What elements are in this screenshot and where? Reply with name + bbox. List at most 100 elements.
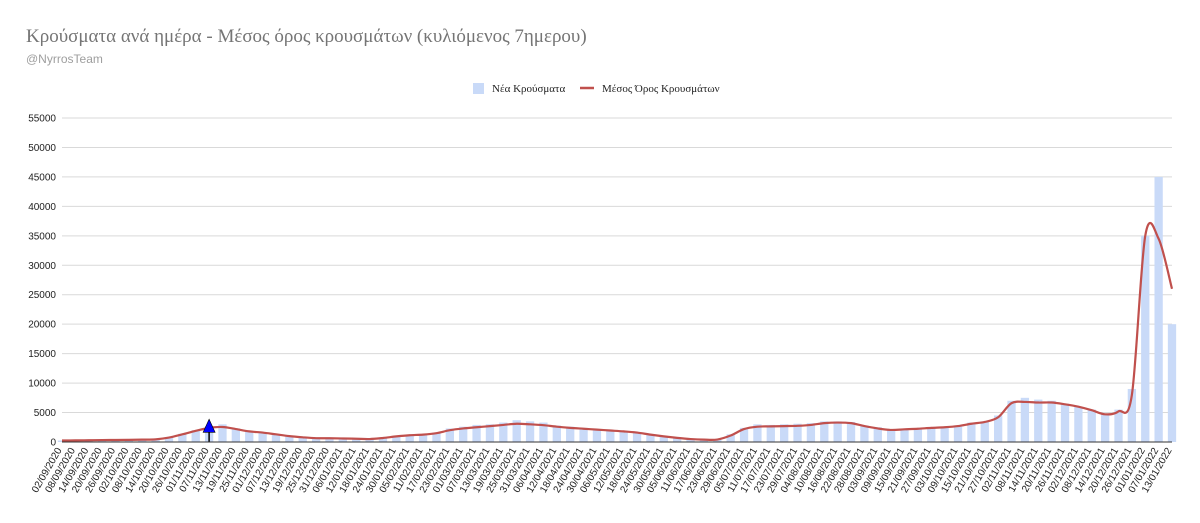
bar — [873, 427, 882, 442]
y-tick-label: 15000 — [28, 349, 56, 360]
marker-annotation — [202, 418, 216, 442]
bar — [178, 433, 187, 442]
bar — [1047, 400, 1056, 442]
bar — [793, 423, 802, 442]
bar — [579, 427, 588, 442]
bar — [378, 437, 388, 442]
y-tick-label: 50000 — [28, 143, 56, 154]
y-tick-label: 0 — [50, 438, 56, 449]
bar — [325, 438, 334, 442]
bar — [231, 428, 241, 442]
bar — [1060, 403, 1070, 442]
bar — [164, 437, 174, 442]
bar — [673, 437, 682, 442]
bar — [619, 430, 628, 442]
bar — [806, 423, 816, 442]
marker-triangle — [202, 418, 216, 433]
legend-swatch-bars — [473, 83, 484, 94]
bar — [1127, 388, 1137, 442]
bar — [887, 429, 896, 442]
y-tick-label: 30000 — [28, 261, 56, 272]
bar — [512, 420, 521, 442]
bar — [525, 421, 535, 442]
bar — [713, 439, 722, 442]
bar — [766, 424, 775, 442]
bar — [900, 429, 909, 442]
y-tick-label: 45000 — [28, 172, 56, 183]
y-tick-label: 10000 — [28, 379, 56, 390]
bar — [1154, 176, 1163, 442]
chart-title: Κρούσματα ανά ημέρα - Μέσος όρος κρουσμά… — [26, 26, 587, 47]
bar — [392, 436, 401, 442]
bar — [338, 438, 347, 442]
bar — [1087, 409, 1096, 442]
legend-label-line: Μέσος Όρος Κρουσμάτων — [602, 83, 720, 95]
bar — [699, 439, 709, 442]
average-line — [61, 221, 1174, 442]
bar — [258, 433, 267, 442]
bar — [592, 429, 602, 442]
bar — [659, 436, 668, 442]
bar — [138, 439, 147, 442]
bar — [1114, 409, 1123, 442]
bar — [432, 432, 441, 442]
bar — [846, 421, 856, 442]
y-axis-ticks: 0 5000 10000 15000 20000 25000 30000 35000 40000… — [28, 114, 56, 449]
y-tick-label: 20000 — [28, 320, 56, 331]
bar — [753, 424, 762, 442]
bar — [913, 428, 923, 442]
bar — [459, 426, 468, 442]
bar — [993, 415, 1003, 442]
bar — [499, 422, 508, 442]
bar — [405, 434, 414, 442]
x-axis-ticks: 02/09/202008/09/202014/09/202020/09/2020… — [30, 446, 1175, 495]
bar — [739, 427, 749, 442]
legend: Νέα Κρούσματα Μέσος Όρος Κρουσμάτων — [473, 83, 720, 95]
bar — [606, 430, 615, 442]
bar — [285, 436, 294, 442]
bar — [953, 425, 963, 442]
bar — [311, 438, 321, 442]
bar — [485, 424, 495, 442]
bar — [57, 440, 67, 442]
bar — [1167, 324, 1177, 442]
bar — [151, 439, 160, 442]
bar — [860, 425, 869, 442]
bar — [418, 434, 428, 442]
y-tick-label: 40000 — [28, 202, 56, 213]
bar — [940, 427, 949, 442]
bar — [780, 424, 789, 442]
bar — [632, 431, 642, 442]
bar — [833, 421, 842, 442]
bar — [686, 439, 695, 442]
bar — [1034, 399, 1043, 442]
bar — [1141, 235, 1150, 442]
bar — [927, 427, 936, 442]
bar — [218, 424, 227, 442]
y-tick-label: 25000 — [28, 290, 56, 301]
bar-series — [57, 176, 1177, 442]
bar — [1007, 400, 1016, 442]
bar — [191, 430, 200, 442]
bar — [1100, 414, 1110, 442]
y-tick-label: 55000 — [28, 114, 56, 125]
chart-grid — [62, 117, 1172, 443]
bar — [552, 425, 561, 442]
bar — [472, 424, 481, 442]
bar — [1020, 397, 1030, 442]
bar — [967, 422, 976, 442]
chart-subtitle: @NyrrosTeam — [26, 52, 103, 66]
bar — [245, 431, 254, 442]
bar — [726, 434, 735, 442]
legend-label-bars: Νέα Κρούσματα — [492, 83, 565, 95]
y-tick-label: 5000 — [34, 408, 57, 419]
bar — [1074, 406, 1083, 442]
bar — [365, 439, 374, 442]
bar — [539, 422, 548, 442]
bar — [820, 421, 829, 442]
bar — [445, 428, 454, 442]
bar — [352, 438, 361, 442]
bar — [271, 434, 281, 442]
y-tick-label: 35000 — [28, 231, 56, 242]
